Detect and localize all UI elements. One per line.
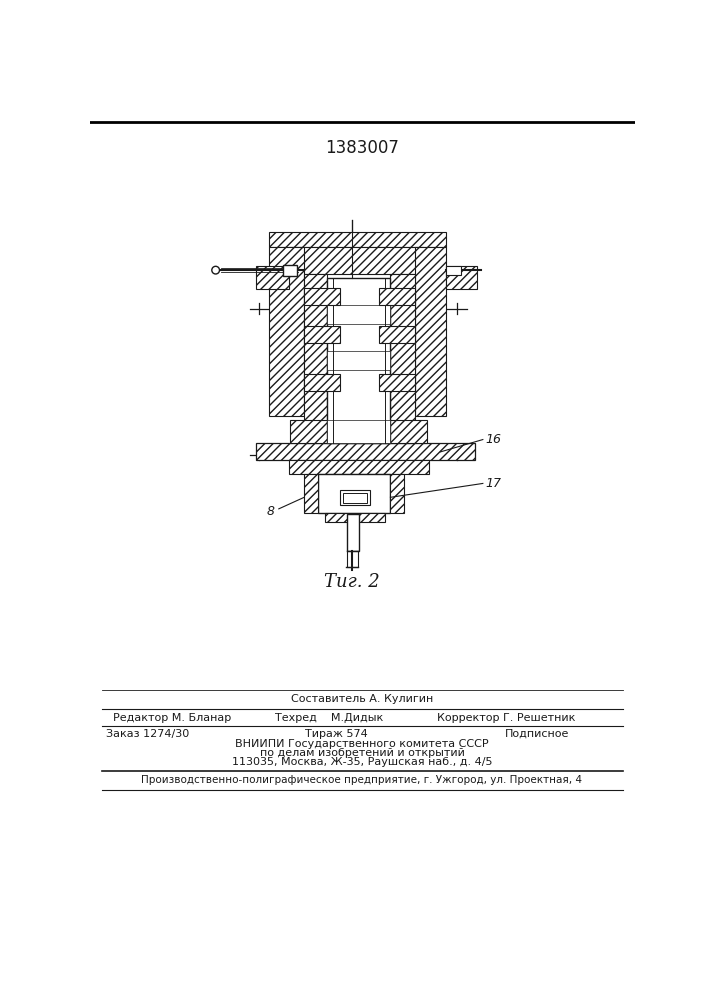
Bar	[379, 288, 415, 305]
Text: 16: 16	[485, 433, 501, 446]
Bar	[288, 460, 429, 474]
Text: Τиг. 2: Τиг. 2	[324, 573, 380, 591]
Text: Производственно-полиграфическое предприятие, г. Ужгород, ул. Проектная, 4: Производственно-полиграфическое предприя…	[141, 775, 583, 785]
Text: Техред    М.Дидык: Техред М.Дидык	[275, 713, 383, 723]
Bar	[304, 288, 340, 305]
Text: Корректор Г. Решетник: Корректор Г. Решетник	[437, 713, 575, 723]
Bar	[318, 474, 390, 513]
Bar	[269, 247, 304, 416]
Bar	[256, 443, 475, 460]
Bar	[304, 274, 327, 443]
Bar	[390, 274, 415, 443]
Text: Подписное: Подписное	[505, 729, 569, 739]
Bar	[291, 420, 428, 443]
Text: ВНИИПИ Государственного комитета СССР: ВНИИПИ Государственного комитета СССР	[235, 739, 489, 749]
Bar	[327, 351, 390, 370]
Bar	[446, 266, 461, 275]
Bar	[379, 374, 415, 391]
Bar	[347, 551, 358, 567]
Bar	[304, 474, 318, 513]
Text: Редактор М. Бланар: Редактор М. Бланар	[113, 713, 231, 723]
Bar	[256, 266, 288, 289]
Bar	[325, 513, 385, 522]
Bar	[269, 232, 446, 247]
Text: по делам изобретений и открытий: по делам изобретений и открытий	[259, 748, 464, 758]
Bar	[283, 265, 296, 276]
Text: Заказ 1274/30: Заказ 1274/30	[105, 729, 189, 739]
Text: 113035, Москва, Ж-35, Раушская наб., д. 4/5: 113035, Москва, Ж-35, Раушская наб., д. …	[232, 757, 492, 767]
Bar	[390, 474, 404, 513]
Text: 1383007: 1383007	[325, 139, 399, 157]
Bar	[446, 266, 477, 289]
Text: Составитель А. Кулигин: Составитель А. Кулигин	[291, 694, 433, 704]
Bar	[327, 278, 390, 443]
Bar	[379, 326, 415, 343]
Bar	[327, 420, 390, 443]
Text: Тираж 574: Тираж 574	[305, 729, 368, 739]
Text: 17: 17	[485, 477, 501, 490]
Bar	[288, 247, 423, 274]
Bar	[327, 305, 390, 324]
Bar	[346, 514, 359, 551]
Bar	[415, 247, 446, 416]
Bar	[304, 326, 340, 343]
Bar	[344, 493, 366, 503]
Text: 8: 8	[267, 505, 275, 518]
Bar	[340, 490, 370, 505]
Circle shape	[212, 266, 219, 274]
Bar	[304, 374, 340, 391]
